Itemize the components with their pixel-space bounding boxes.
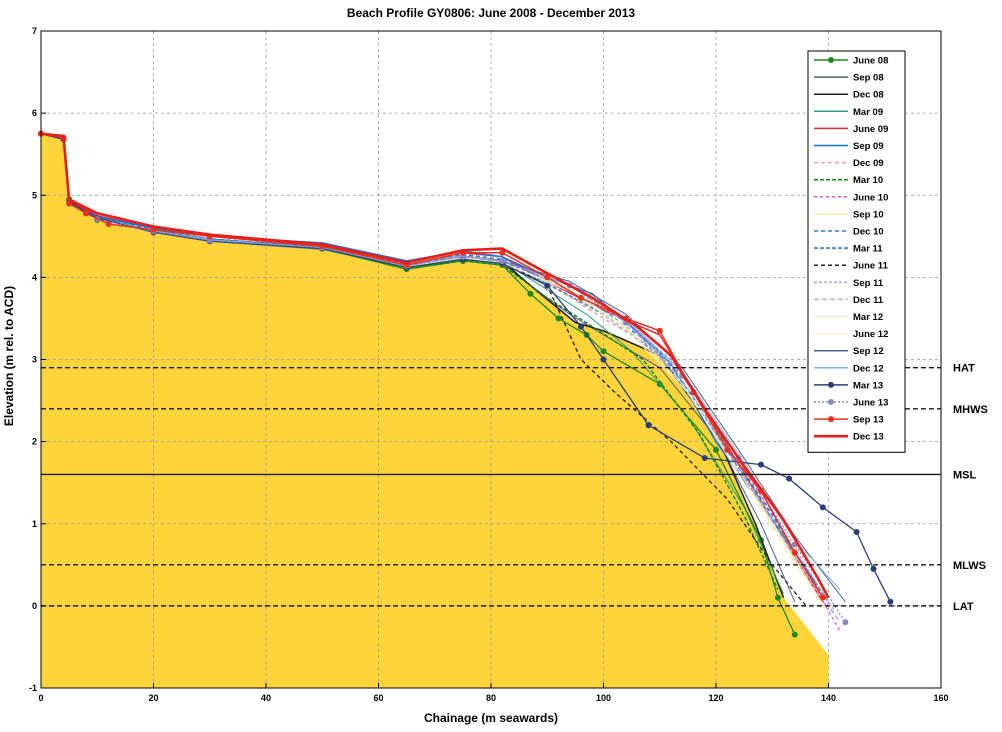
legend-label: Sep 11 — [853, 278, 884, 289]
legend-marker — [828, 57, 834, 63]
x-tick-label: 20 — [148, 693, 158, 703]
series-marker — [870, 565, 877, 572]
legend-label: June 10 — [853, 192, 888, 203]
series-marker — [774, 594, 781, 601]
y-tick-label: 1 — [32, 519, 37, 529]
legend-label: Mar 09 — [853, 107, 883, 118]
series-marker — [853, 528, 860, 535]
series-marker — [656, 327, 663, 334]
y-tick-label: 2 — [32, 437, 37, 447]
series-marker — [600, 356, 607, 363]
legend-label: June 13 — [853, 398, 888, 409]
legend-label: Mar 11 — [853, 244, 883, 255]
series-marker — [791, 549, 798, 556]
series-marker — [544, 274, 551, 281]
legend-label: June 08 — [853, 56, 888, 67]
x-tick-label: 40 — [261, 693, 271, 703]
legend-label: June 11 — [853, 261, 889, 272]
beach-fill-area — [41, 133, 829, 688]
legend-label: Dec 09 — [853, 158, 884, 169]
series-marker — [819, 594, 826, 601]
x-tick-label: 60 — [373, 693, 383, 703]
series-marker — [578, 323, 584, 330]
y-tick-label: 4 — [32, 272, 37, 282]
series-marker — [66, 200, 73, 207]
legend: June 08 Sep 08 Dec 08 Mar 09 June 09 Sep 09 De… — [807, 50, 906, 453]
legend-label: Dec 11 — [853, 295, 884, 306]
legend-label: Sep 10 — [853, 209, 884, 220]
series-marker — [600, 348, 607, 355]
legend-label: Mar 10 — [853, 175, 883, 186]
reference-line-label: LAT — [953, 601, 974, 613]
series-marker — [578, 294, 584, 301]
y-tick-label: 7 — [32, 26, 37, 36]
x-tick-label: 100 — [596, 693, 611, 703]
series-marker — [786, 475, 793, 482]
legend-label: June 09 — [853, 124, 888, 135]
x-tick-label: 0 — [38, 693, 43, 703]
y-tick-label: 5 — [32, 190, 37, 200]
series-marker — [499, 249, 506, 256]
legend-label: Sep 13 — [853, 415, 884, 426]
chart-title: Beach Profile GY0806: June 2008 - Decemb… — [347, 6, 635, 20]
reference-line-label: HAT — [953, 363, 975, 375]
legend-label: Dec 13 — [853, 432, 884, 443]
x-tick-label: 160 — [933, 693, 948, 703]
series-marker — [544, 282, 551, 289]
series-marker — [645, 422, 652, 429]
reference-line-label: MSL — [953, 469, 977, 481]
y-tick-label: 3 — [32, 355, 37, 365]
reference-line-label: MLWS — [953, 560, 986, 572]
y-tick-label: -1 — [29, 683, 37, 693]
legend-label: Dec 12 — [853, 363, 884, 374]
series-marker — [724, 446, 731, 453]
x-tick-label: 140 — [821, 693, 836, 703]
x-tick-label: 80 — [486, 693, 496, 703]
legend-label: Dec 08 — [853, 90, 884, 101]
legend-label: Sep 09 — [853, 141, 884, 152]
legend-label: Sep 12 — [853, 346, 884, 357]
y-tick-label: 0 — [32, 601, 37, 611]
series-marker — [701, 455, 708, 462]
series-marker — [499, 257, 506, 264]
legend-marker — [828, 399, 834, 405]
series-line — [40, 132, 830, 599]
series-marker — [83, 210, 89, 217]
series-marker — [206, 237, 213, 244]
legend-label: June 12 — [853, 329, 888, 340]
series-marker — [555, 315, 562, 322]
series-marker — [527, 290, 534, 297]
legend-label: Mar 13 — [853, 380, 883, 391]
legend-marker — [828, 416, 834, 423]
x-axis-label: Chainage (m seawards) — [424, 711, 558, 725]
series-marker — [150, 226, 157, 233]
series-marker — [887, 598, 894, 605]
series-marker — [842, 619, 849, 626]
series-marker — [758, 461, 764, 468]
y-axis-label: Elevation (m rel. to ACD) — [2, 286, 16, 426]
series-marker — [459, 253, 466, 260]
series-marker — [819, 504, 826, 511]
series-marker — [791, 631, 798, 638]
reference-line-label: MHWS — [953, 404, 988, 416]
y-tick-label: 6 — [32, 108, 37, 118]
x-tick-label: 120 — [708, 693, 723, 703]
legend-label: Dec 10 — [853, 227, 884, 238]
series-line — [40, 132, 824, 599]
legend-label: Mar 12 — [853, 312, 883, 323]
series-marker — [713, 446, 719, 453]
legend-marker — [828, 381, 834, 388]
legend-label: Sep 08 — [853, 73, 884, 84]
series-marker — [105, 220, 112, 227]
